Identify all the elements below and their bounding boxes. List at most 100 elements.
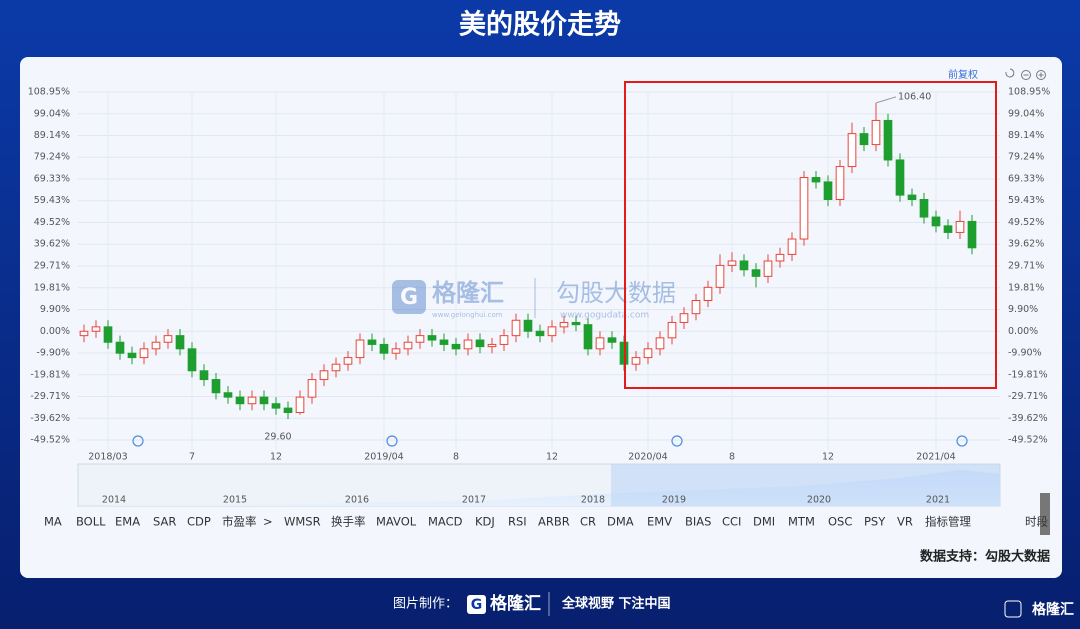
toolbar-item[interactable]: BIAS: [685, 515, 711, 529]
candle-body: [571, 321, 581, 326]
navigator-year: 2019: [662, 495, 686, 506]
y2-tick-label: 29.71%: [1008, 261, 1044, 272]
y-tick-label: 79.24%: [34, 152, 70, 163]
toolbar-item[interactable]: ARBR: [538, 515, 570, 529]
y2-tick-label: 49.52%: [1008, 217, 1044, 228]
x-tick-label: 8: [453, 452, 459, 463]
footer-logo: [467, 595, 486, 614]
y-tick-label: 39.62%: [34, 239, 70, 250]
y-tick-label: -49.52%: [30, 435, 70, 446]
toolbar-item[interactable]: 指标管理: [925, 515, 971, 529]
candle-body: [223, 392, 233, 398]
toolbar-item[interactable]: MA: [44, 515, 62, 529]
candle-body: [187, 348, 197, 372]
candle-body: [247, 396, 257, 405]
source: 数据支持：勾股大数据: [920, 549, 1050, 565]
candle-body: [235, 396, 245, 405]
candle-body: [295, 396, 305, 414]
toolbar-item[interactable]: SAR: [153, 515, 176, 529]
toolbar-item[interactable]: MAVOL: [376, 515, 417, 529]
toolbar-item[interactable]: WMSR: [284, 515, 321, 529]
toolbar-item[interactable]: RSI: [508, 515, 527, 529]
toolbar-item[interactable]: DMA: [607, 515, 634, 529]
toolbar-item[interactable]: MACD: [428, 515, 463, 529]
y2-tick-label: 39.62%: [1008, 239, 1044, 250]
toolbar-item[interactable]: 时段: [1025, 515, 1048, 529]
candle-body: [415, 335, 425, 343]
footer-slogan: 全球视野 下注中国: [561, 596, 671, 612]
toolbar-item[interactable]: CDP: [187, 515, 211, 529]
candle-body: [823, 181, 833, 200]
candle-body: [211, 379, 221, 394]
candle-body: [895, 159, 905, 196]
candle-body: [643, 348, 653, 359]
candle-body: [523, 319, 533, 332]
x-tick-label: 2020/04: [628, 452, 667, 463]
watermark: G 格隆汇 www.gelonghui.com 勾股大数据 www.goguda…: [392, 278, 676, 321]
y2-tick-label: 69.33%: [1008, 174, 1044, 185]
toolbar-item[interactable]: MTM: [788, 515, 815, 529]
watermark-data-site: www.gogudata.com: [560, 311, 649, 321]
candle-body: [475, 339, 485, 348]
candle-body: [763, 260, 773, 277]
candle-body: [739, 260, 749, 271]
corner-logo: [1004, 600, 1022, 618]
footer-brand: 格隆汇: [490, 593, 541, 614]
navigator-year: 2018: [581, 495, 605, 506]
toolbar-item[interactable]: CR: [580, 515, 596, 529]
toolbar-item[interactable]: 换手率: [331, 515, 366, 529]
candle-body: [727, 260, 737, 266]
candle-body: [391, 348, 401, 354]
svg-text:G: G: [400, 285, 418, 310]
y2-tick-label: 0.00%: [1008, 326, 1038, 337]
watermark-brand: 格隆汇: [432, 279, 504, 307]
candle-body: [307, 379, 317, 398]
candle-body: [775, 253, 785, 262]
toolbar-item[interactable]: VR: [897, 515, 913, 529]
footer-made-by: 图片制作：: [393, 597, 458, 612]
y2-tick-label: 79.24%: [1008, 152, 1044, 163]
event-markers[interactable]: [132, 435, 968, 447]
candle-body: [595, 337, 605, 350]
x-tick-label: 12: [546, 452, 558, 463]
toolbar: MA BOLL EMA SAR CDP 市盈率 > WMSR 换手率 MAVOL MACD KDJ RS…: [44, 515, 1048, 529]
toolbar-item[interactable]: CCI: [722, 515, 741, 529]
y-tick-label: -29.71%: [30, 391, 70, 402]
candle-body: [439, 339, 449, 345]
candle-body: [955, 220, 965, 233]
y2-tick-label: 99.04%: [1008, 108, 1044, 119]
toolbar-item[interactable]: >: [263, 515, 273, 529]
candle-body: [547, 326, 557, 337]
navigator-year: 2017: [462, 495, 486, 506]
navigator[interactable]: [77, 463, 1050, 535]
y-tick-label: 89.14%: [34, 130, 70, 141]
x-tick-label: 7: [189, 452, 195, 463]
y-tick-label: -19.81%: [30, 369, 70, 380]
candle-body: [655, 337, 665, 350]
x-tick-label: 2018/03: [88, 452, 127, 463]
y2-tick-label: 9.90%: [1008, 304, 1038, 315]
footer-logo-glyph: G: [471, 597, 483, 613]
highlight-box: [624, 81, 997, 389]
zoom-controls[interactable]: [1005, 68, 1046, 80]
toolbar-item[interactable]: KDJ: [475, 515, 495, 529]
max-label: 106.40: [898, 91, 931, 102]
y-tick-label: 19.81%: [34, 282, 70, 293]
navigator-year: 2020: [807, 495, 831, 506]
toolbar-item[interactable]: EMA: [115, 515, 140, 529]
toolbar-item[interactable]: BOLL: [76, 515, 106, 529]
candle-body: [355, 339, 365, 359]
candle-body: [283, 407, 293, 414]
candle-body: [907, 194, 917, 200]
toolbar-item[interactable]: DMI: [753, 515, 775, 529]
toolbar-item[interactable]: EMV: [647, 515, 672, 529]
candle-body: [583, 324, 593, 350]
candle-body: [703, 286, 713, 302]
toolbar-item[interactable]: 市盈率: [222, 515, 257, 529]
toolbar-item[interactable]: OSC: [828, 515, 852, 529]
candle-body: [835, 166, 845, 200]
candle-body: [787, 238, 797, 255]
candle-body: [331, 363, 341, 372]
adjust-toggle[interactable]: 前复权: [948, 68, 978, 81]
toolbar-item[interactable]: PSY: [864, 515, 886, 529]
